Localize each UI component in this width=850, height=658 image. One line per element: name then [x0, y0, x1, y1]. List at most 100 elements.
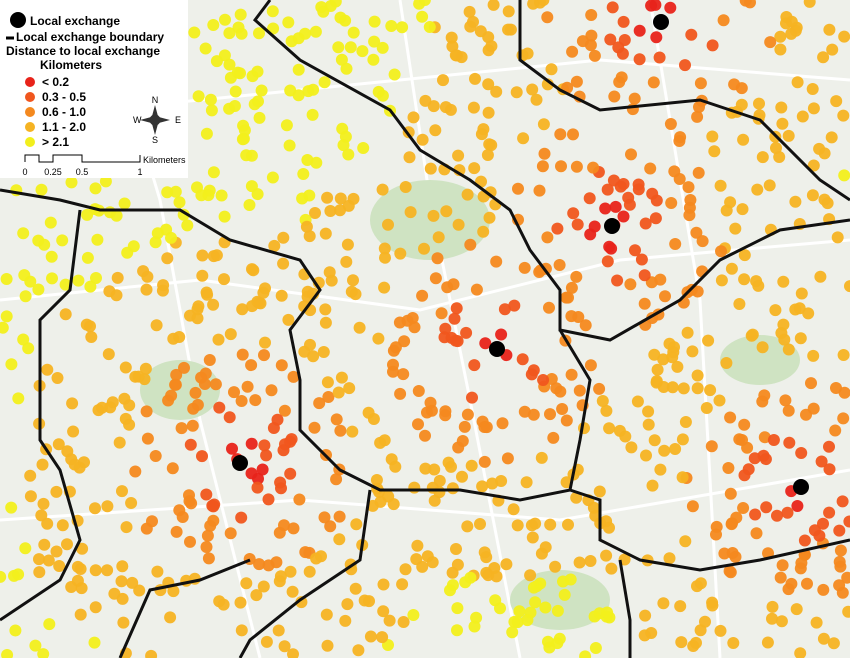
premises-dot — [37, 497, 50, 510]
premises-dot — [317, 5, 330, 18]
premises-dot — [102, 348, 115, 361]
premises-dot — [24, 469, 37, 482]
premises-dot — [65, 453, 78, 466]
premises-dot — [482, 78, 495, 91]
premises-dot — [691, 369, 704, 382]
premises-dot — [213, 401, 226, 414]
premises-dot — [1, 649, 14, 658]
premises-dot — [518, 261, 531, 274]
premises-dot — [284, 565, 297, 578]
premises-dot — [691, 382, 704, 395]
premises-dot — [441, 281, 454, 294]
premises-dot — [50, 485, 63, 498]
premises-dot — [321, 191, 334, 204]
premises-dot — [226, 442, 238, 455]
premises-dot — [303, 565, 316, 578]
premises-dot — [0, 273, 13, 285]
premises-dot — [223, 411, 236, 424]
premises-dot — [713, 394, 726, 407]
premises-dot — [341, 238, 354, 251]
premises-dot — [200, 488, 213, 501]
premises-dot — [257, 580, 270, 593]
premises-dot — [59, 308, 72, 321]
premises-dot — [480, 421, 493, 434]
premises-dot — [659, 290, 671, 303]
premises-dot — [253, 111, 266, 124]
premises-dot — [277, 257, 290, 270]
premises-dot — [508, 615, 521, 628]
premises-dot — [589, 642, 602, 654]
premises-dot — [470, 283, 483, 296]
premises-dot — [394, 387, 407, 400]
premises-dot — [739, 0, 752, 7]
premises-dot — [654, 273, 667, 286]
premises-dot — [245, 437, 258, 450]
premises-dot — [458, 420, 471, 433]
premises-dot — [761, 636, 774, 649]
premises-dot — [24, 490, 37, 503]
premises-dot — [451, 335, 464, 348]
premises-dot — [438, 331, 451, 344]
premises-dot — [218, 210, 231, 223]
premises-dot — [817, 51, 830, 64]
premises-dot — [469, 72, 481, 85]
premises-dot — [557, 575, 569, 588]
premises-dot — [368, 35, 381, 48]
premises-dot — [218, 273, 230, 286]
premises-dot — [450, 302, 463, 315]
premises-dot — [444, 584, 456, 597]
premises-dot — [377, 605, 390, 618]
premises-dot — [267, 422, 280, 434]
premises-dot — [722, 462, 735, 474]
premises-dot — [508, 299, 521, 312]
premises-dot — [767, 434, 780, 446]
premises-dot — [736, 434, 748, 446]
premises-dot — [189, 386, 202, 399]
premises-dot — [117, 616, 130, 629]
premises-dot — [41, 363, 54, 376]
premises-dot — [738, 418, 751, 431]
premises-dot — [287, 522, 300, 535]
premises-dot — [88, 636, 101, 649]
premises-dot — [674, 600, 687, 613]
legend-swatch — [25, 92, 35, 102]
premises-dot — [806, 83, 819, 95]
compass-s: S — [152, 135, 158, 145]
premises-dot — [309, 207, 321, 219]
premises-dot — [618, 34, 631, 46]
premises-dot — [318, 511, 331, 524]
premises-dot — [324, 520, 337, 533]
premises-dot — [600, 404, 613, 417]
premises-dot — [456, 435, 469, 447]
premises-dot — [104, 401, 117, 414]
premises-dot — [794, 332, 807, 345]
premises-dot — [511, 519, 524, 532]
premises-dot — [149, 236, 162, 249]
premises-dot — [573, 556, 586, 569]
premises-dot — [606, 1, 619, 14]
premises-dot — [200, 286, 213, 299]
premises-dot — [451, 602, 464, 615]
premises-dot — [408, 481, 421, 494]
premises-dot — [477, 225, 490, 238]
premises-dot — [642, 418, 655, 431]
premises-dot — [556, 403, 569, 415]
premises-dot — [667, 346, 680, 359]
premises-dot — [411, 539, 424, 552]
premises-dot — [407, 609, 420, 621]
premises-dot — [838, 169, 850, 182]
premises-dot — [629, 244, 641, 257]
premises-dot — [635, 253, 648, 266]
premises-dot — [103, 285, 116, 298]
premises-dot — [638, 269, 651, 282]
premises-dot — [533, 184, 546, 197]
premises-dot — [706, 130, 719, 143]
premises-dot — [818, 147, 831, 160]
premises-dot — [32, 283, 45, 296]
premises-dot — [295, 596, 308, 609]
premises-dot — [551, 604, 564, 617]
premises-dot — [489, 594, 502, 607]
premises-dot — [368, 15, 381, 28]
premises-dot — [600, 549, 613, 562]
